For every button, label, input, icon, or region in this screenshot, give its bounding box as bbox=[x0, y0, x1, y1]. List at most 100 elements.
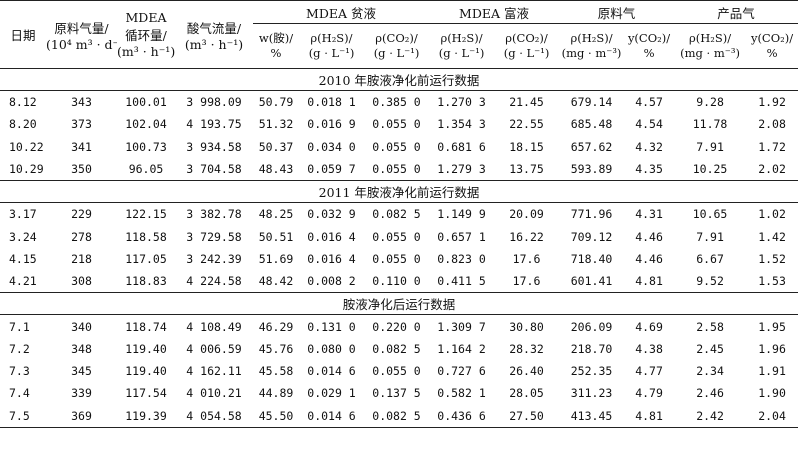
table-row: 7.1 340 118.74 4 108.49 46.29 0.131 0 0.220 0 1… bbox=[0, 315, 798, 338]
value-cell: 50.37 bbox=[258, 139, 294, 154]
value-cell: 17.6 bbox=[512, 274, 541, 289]
date-cell: 3.24 bbox=[9, 229, 37, 244]
value-cell: 679.14 bbox=[570, 95, 613, 110]
value-cell: 3 704.58 bbox=[186, 162, 242, 177]
value-cell: 45.50 bbox=[258, 408, 294, 423]
value-cell: 18.15 bbox=[509, 139, 544, 154]
value-cell: 4 224.58 bbox=[186, 274, 242, 289]
value-cell: 48.43 bbox=[258, 162, 294, 177]
value-cell: 0.014 6 bbox=[307, 364, 356, 379]
date-cell: 7.4 bbox=[9, 386, 30, 401]
value-cell: 7.91 bbox=[696, 229, 724, 244]
value-cell: 4 193.75 bbox=[186, 117, 242, 132]
value-cell: 4.81 bbox=[635, 274, 663, 289]
header-group-raw: 原料气 bbox=[559, 0, 675, 24]
value-cell: 0.032 9 bbox=[307, 207, 356, 222]
value-cell: 369 bbox=[71, 408, 92, 423]
value-cell: 350 bbox=[71, 162, 92, 177]
value-cell: 1.95 bbox=[758, 319, 786, 334]
value-cell: 102.04 bbox=[125, 117, 167, 132]
value-cell: 709.12 bbox=[570, 229, 613, 244]
value-cell: 122.15 bbox=[125, 207, 167, 222]
value-cell: 0.657 1 bbox=[437, 229, 486, 244]
value-cell: 340 bbox=[71, 319, 92, 334]
value-cell: 17.6 bbox=[512, 251, 541, 266]
value-cell: 413.45 bbox=[570, 408, 613, 423]
value-cell: 311.23 bbox=[570, 386, 613, 401]
value-cell: 2.42 bbox=[696, 408, 724, 423]
value-cell: 50.79 bbox=[258, 95, 294, 110]
value-cell: 218 bbox=[71, 251, 92, 266]
value-cell: 96.05 bbox=[128, 162, 164, 177]
table-row: 8.20 373 102.04 4 193.75 51.32 0.016 9 0.055 0… bbox=[0, 113, 798, 135]
header-date: 日期 bbox=[0, 0, 46, 69]
header-sub: ρ(H₂S)/(mg · m⁻³) bbox=[680, 31, 740, 60]
value-cell: 373 bbox=[71, 117, 92, 132]
value-cell: 308 bbox=[71, 274, 92, 289]
value-cell: 343 bbox=[71, 95, 92, 110]
value-cell: 20.09 bbox=[509, 207, 544, 222]
value-cell: 10.25 bbox=[692, 162, 728, 177]
value-cell: 48.25 bbox=[258, 207, 294, 222]
value-cell: 1.72 bbox=[758, 139, 786, 154]
value-cell: 2.46 bbox=[696, 386, 724, 401]
header-sub: ρ(H₂S)/(g · L⁻¹) bbox=[308, 31, 355, 60]
date-cell: 4.21 bbox=[9, 274, 37, 289]
header-sub: ρ(H₂S)/(g · L⁻¹) bbox=[438, 31, 485, 60]
value-cell: 252.35 bbox=[570, 364, 613, 379]
table-row: 10.29 350 96.05 3 704.58 48.43 0.059 7 0.055 0… bbox=[0, 158, 798, 181]
header-sub: ρ(CO₂)/(g · L⁻¹) bbox=[373, 31, 420, 60]
value-cell: 3 729.58 bbox=[186, 229, 242, 244]
header-feed-gas: 原料气量/(10⁴ m³ · d⁻¹) bbox=[46, 0, 117, 69]
date-cell: 7.5 bbox=[9, 408, 30, 423]
value-cell: 0.055 0 bbox=[372, 229, 421, 244]
value-cell: 9.52 bbox=[696, 274, 724, 289]
value-cell: 1.02 bbox=[758, 207, 786, 222]
value-cell: 45.76 bbox=[258, 341, 294, 356]
value-cell: 100.73 bbox=[125, 139, 167, 154]
value-cell: 0.436 6 bbox=[437, 408, 486, 423]
value-cell: 601.41 bbox=[570, 274, 613, 289]
value-cell: 51.32 bbox=[258, 117, 294, 132]
header-sub: y(CO₂)/% bbox=[750, 31, 794, 60]
date-cell: 7.2 bbox=[9, 341, 30, 356]
value-cell: 1.92 bbox=[758, 95, 786, 110]
section-header-row: 2011 年胺液净化前运行数据 bbox=[0, 180, 798, 204]
value-cell: 1.270 3 bbox=[437, 95, 486, 110]
value-cell: 28.32 bbox=[509, 341, 544, 356]
value-cell: 0.055 0 bbox=[372, 251, 421, 266]
table-row: 7.4 339 117.54 4 010.21 44.89 0.029 1 0.137 5 0… bbox=[0, 382, 798, 404]
value-cell: 117.54 bbox=[125, 386, 167, 401]
value-cell: 0.016 4 bbox=[307, 229, 356, 244]
value-cell: 0.055 0 bbox=[372, 117, 421, 132]
table-row: 4.15 218 117.05 3 242.39 51.69 0.016 4 0.055 0… bbox=[0, 248, 798, 270]
value-cell: 6.67 bbox=[696, 251, 724, 266]
section-header-row: 胺液净化后运行数据 bbox=[0, 292, 798, 316]
value-cell: 0.131 0 bbox=[307, 319, 356, 334]
header-sub: ρ(CO₂)/(g · L⁻¹) bbox=[503, 31, 550, 60]
value-cell: 218.70 bbox=[570, 341, 613, 356]
value-cell: 657.62 bbox=[570, 139, 613, 154]
value-cell: 0.727 6 bbox=[437, 364, 486, 379]
value-cell: 0.110 0 bbox=[372, 274, 421, 289]
value-cell: 4.77 bbox=[635, 364, 663, 379]
value-cell: 4.31 bbox=[635, 207, 663, 222]
value-cell: 0.008 2 bbox=[307, 274, 356, 289]
value-cell: 0.082 5 bbox=[372, 207, 421, 222]
value-cell: 100.01 bbox=[125, 95, 167, 110]
value-cell: 685.48 bbox=[570, 117, 613, 132]
value-cell: 2.45 bbox=[696, 341, 724, 356]
value-cell: 0.018 1 bbox=[307, 95, 356, 110]
value-cell: 4 006.59 bbox=[186, 341, 242, 356]
value-cell: 4.35 bbox=[635, 162, 663, 177]
table-row: 7.3 345 119.40 4 162.11 45.58 0.014 6 0.055 0 0… bbox=[0, 360, 798, 382]
header-mdea-circulation: MDEA 循环量/(m³ · h⁻¹) bbox=[117, 0, 175, 69]
value-cell: 345 bbox=[71, 364, 92, 379]
value-cell: 0.137 5 bbox=[372, 386, 421, 401]
value-cell: 0.059 7 bbox=[307, 162, 356, 177]
table-row: 3.17 229 122.15 3 382.78 48.25 0.032 9 0.082 5… bbox=[0, 203, 798, 226]
value-cell: 2.02 bbox=[758, 162, 786, 177]
table-row: 8.12 343 100.01 3 998.09 50.79 0.018 1 0.385 0… bbox=[0, 91, 798, 114]
value-cell: 4 108.49 bbox=[186, 319, 242, 334]
